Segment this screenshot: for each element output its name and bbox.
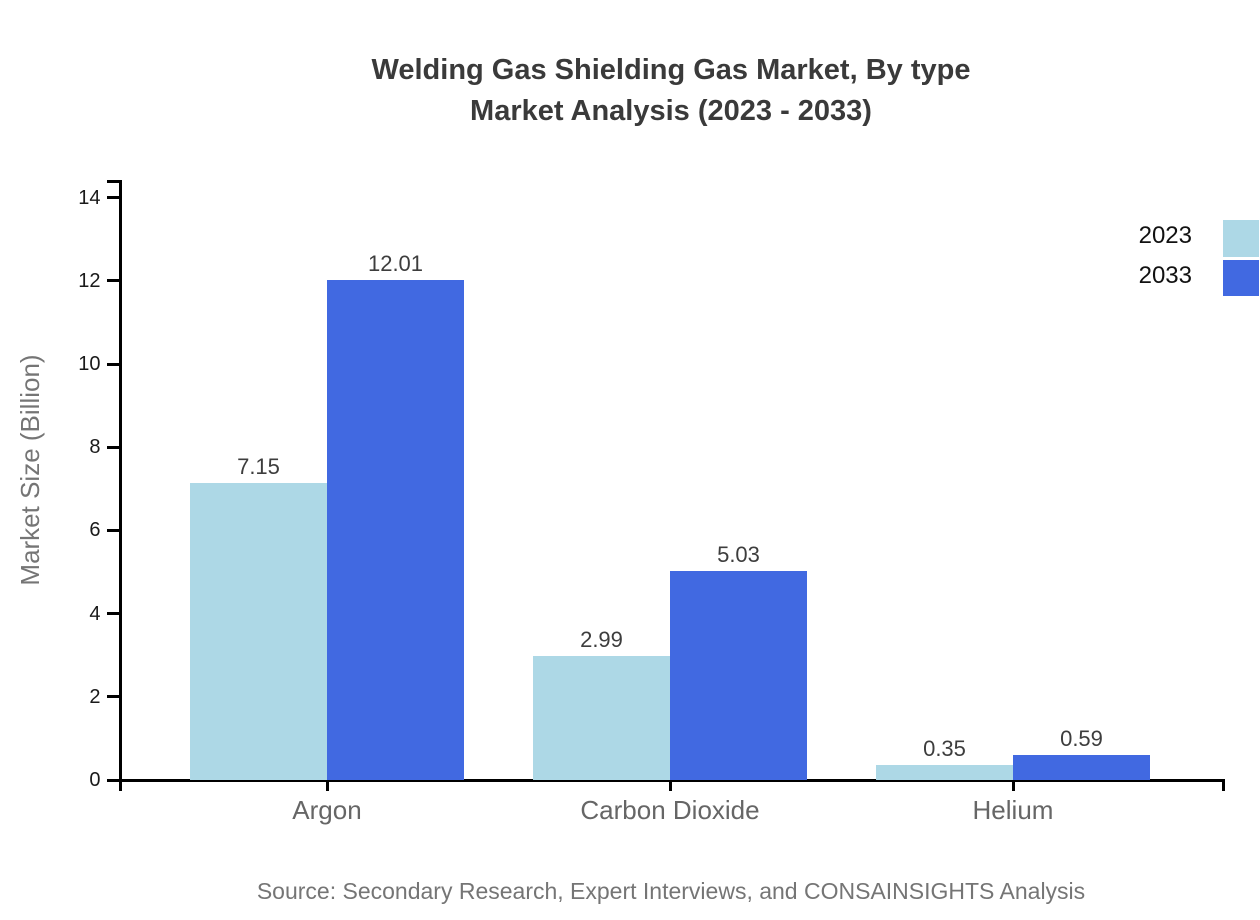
y-tick — [106, 695, 119, 699]
bar-value-label: 5.03 — [717, 541, 760, 567]
y-tick — [106, 528, 119, 532]
legend-label-2023: 2023 — [1138, 222, 1192, 249]
bar — [670, 570, 807, 780]
y-tick-label: 12 — [78, 269, 101, 292]
x-axis-right-cap-icon — [1222, 778, 1225, 791]
chart-title-line-2: Market Analysis (2023 - 2033) — [470, 95, 872, 127]
y-tick — [106, 778, 119, 782]
y-tick-label: 8 — [89, 436, 101, 459]
bar-value-label: 12.01 — [367, 251, 424, 277]
y-axis-title: Market Size (Billion) — [15, 354, 45, 586]
x-tick — [1011, 781, 1015, 791]
y-axis-line — [118, 180, 122, 791]
bar-value-label: 0.35 — [923, 736, 966, 762]
y-tick — [106, 196, 119, 200]
x-category-label: Carbon Dioxide — [580, 795, 760, 825]
legend-swatch-2033 — [1223, 260, 1259, 296]
y-tick-label: 0 — [89, 769, 101, 791]
bar-value-label: 7.15 — [237, 453, 280, 479]
y-tick — [106, 445, 119, 449]
y-tick-label: 4 — [89, 602, 101, 625]
y-tick-label: 6 — [89, 519, 101, 542]
bar — [327, 280, 464, 780]
x-axis-line — [118, 778, 1225, 782]
y-tick — [106, 612, 119, 616]
x-tick — [668, 781, 672, 791]
source-note: Source: Secondary Research, Expert Inter… — [256, 878, 1086, 904]
x-category-label: Argon — [292, 795, 362, 825]
legend-swatch-2023 — [1223, 220, 1259, 257]
y-tick-label: 14 — [78, 186, 101, 209]
legend-label-2033: 2033 — [1138, 262, 1192, 289]
bar — [190, 482, 327, 780]
bar — [876, 765, 1013, 780]
chart-title-line-1: Welding Gas Shielding Gas Market, By typ… — [371, 54, 971, 86]
y-axis-top-cap-icon — [106, 180, 119, 183]
bar — [1013, 755, 1150, 780]
y-tick-label: 2 — [89, 685, 101, 708]
y-tick — [106, 362, 119, 366]
y-tick — [106, 279, 119, 283]
x-category-label: Helium — [972, 795, 1054, 825]
x-tick — [325, 781, 329, 791]
bar — [533, 655, 670, 780]
y-tick-label: 10 — [78, 353, 101, 375]
bar-value-label: 0.59 — [1060, 726, 1103, 752]
chart-title: Welding Gas Shielding Gas Market, By typ… — [120, 50, 1222, 132]
bar-value-label: 2.99 — [580, 626, 623, 652]
